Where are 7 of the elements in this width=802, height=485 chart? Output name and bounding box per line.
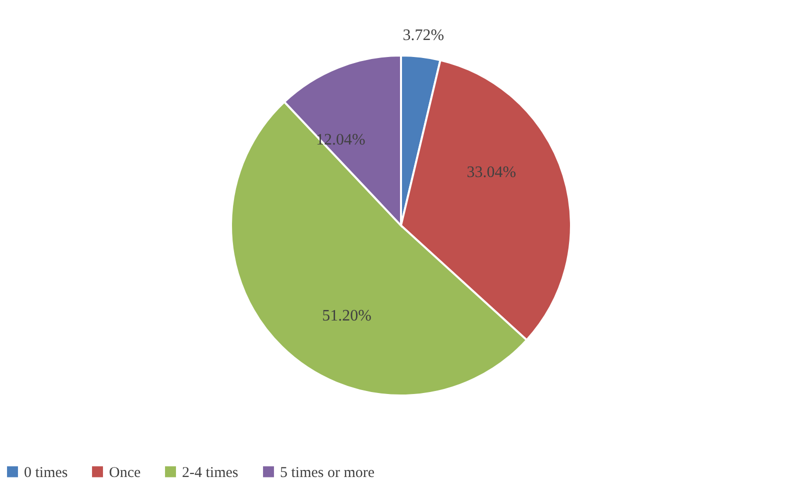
- legend-label: Once: [109, 464, 141, 481]
- data-label: 33.04%: [466, 164, 516, 182]
- legend-label: 5 times or more: [280, 464, 375, 481]
- data-label: 51.20%: [322, 307, 372, 324]
- legend-label: 2-4 times: [182, 464, 238, 481]
- legend-label: 0 times: [24, 464, 68, 481]
- data-label: 3.72%: [402, 26, 444, 44]
